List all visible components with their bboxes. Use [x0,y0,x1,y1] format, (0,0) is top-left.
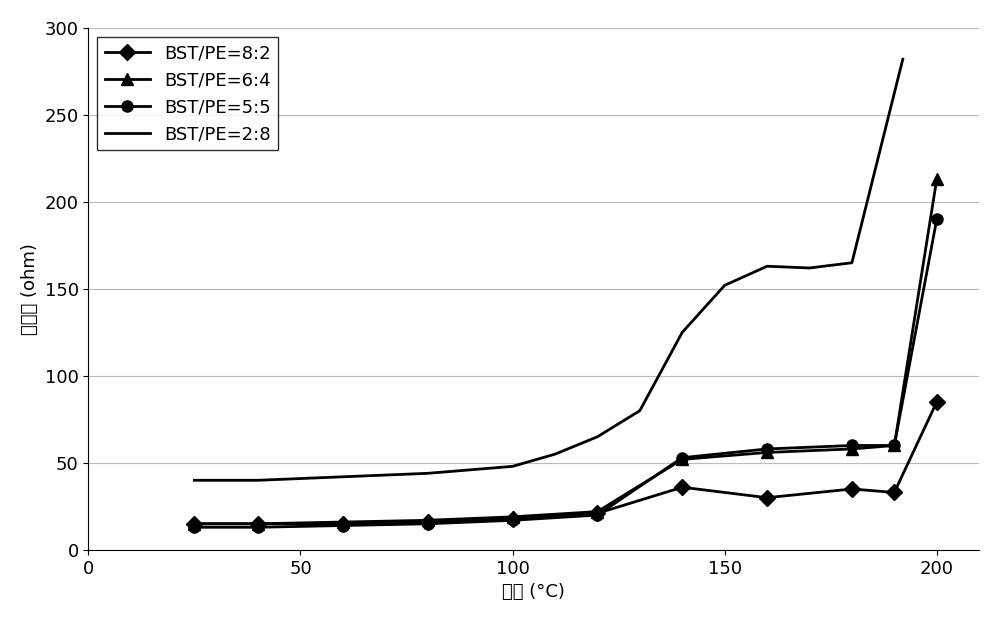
BST/PE=2:8 [803,264,815,272]
BST/PE=2:8 [337,473,349,481]
Y-axis label: 阻抗値 (ohm): 阻抗値 (ohm) [21,243,39,335]
BST/PE=8:2 [676,483,688,491]
BST/PE=5:5 [252,524,264,531]
BST/PE=5:5 [591,511,603,519]
BST/PE=8:2 [888,489,900,496]
BST/PE=6:4 [591,508,603,516]
X-axis label: 温度 (°C): 温度 (°C) [502,583,565,601]
BST/PE=2:8 [591,433,603,440]
BST/PE=2:8 [897,55,909,63]
BST/PE=8:2 [252,520,264,527]
BST/PE=2:8 [422,470,434,477]
BST/PE=6:4 [507,513,519,521]
BST/PE=2:8 [676,328,688,336]
BST/PE=8:2 [846,485,858,493]
BST/PE=8:2 [188,520,200,527]
BST/PE=6:4 [676,456,688,463]
BST/PE=6:4 [888,442,900,449]
BST/PE=5:5 [931,215,943,223]
BST/PE=2:8 [634,407,646,414]
BST/PE=6:4 [846,445,858,453]
BST/PE=2:8 [252,476,264,484]
BST/PE=5:5 [676,454,688,462]
BST/PE=8:2 [931,398,943,406]
BST/PE=6:4 [252,520,264,527]
BST/PE=5:5 [888,442,900,449]
BST/PE=8:2 [591,509,603,517]
BST/PE=2:8 [188,476,200,484]
BST/PE=6:4 [337,518,349,526]
BST/PE=6:4 [188,520,200,527]
BST/PE=2:8 [761,262,773,270]
BST/PE=6:4 [422,517,434,524]
BST/PE=8:2 [422,518,434,526]
BST/PE=5:5 [846,442,858,449]
BST/PE=2:8 [846,259,858,266]
BST/PE=8:2 [507,515,519,522]
BST/PE=5:5 [337,522,349,529]
BST/PE=8:2 [761,494,773,501]
Line: BST/PE=6:4: BST/PE=6:4 [189,174,942,529]
BST/PE=8:2 [337,520,349,527]
BST/PE=5:5 [188,524,200,531]
BST/PE=5:5 [507,517,519,524]
BST/PE=2:8 [549,450,561,458]
Line: BST/PE=5:5: BST/PE=5:5 [189,214,942,533]
Legend: BST/PE=8:2, BST/PE=6:4, BST/PE=5:5, BST/PE=2:8: BST/PE=8:2, BST/PE=6:4, BST/PE=5:5, BST/… [97,37,278,151]
BST/PE=2:8 [719,282,731,289]
BST/PE=2:8 [507,463,519,470]
BST/PE=5:5 [422,520,434,527]
BST/PE=6:4 [931,175,943,183]
Line: BST/PE=2:8: BST/PE=2:8 [194,59,903,480]
BST/PE=6:4 [761,448,773,456]
Line: BST/PE=8:2: BST/PE=8:2 [189,396,942,529]
BST/PE=5:5 [761,445,773,453]
